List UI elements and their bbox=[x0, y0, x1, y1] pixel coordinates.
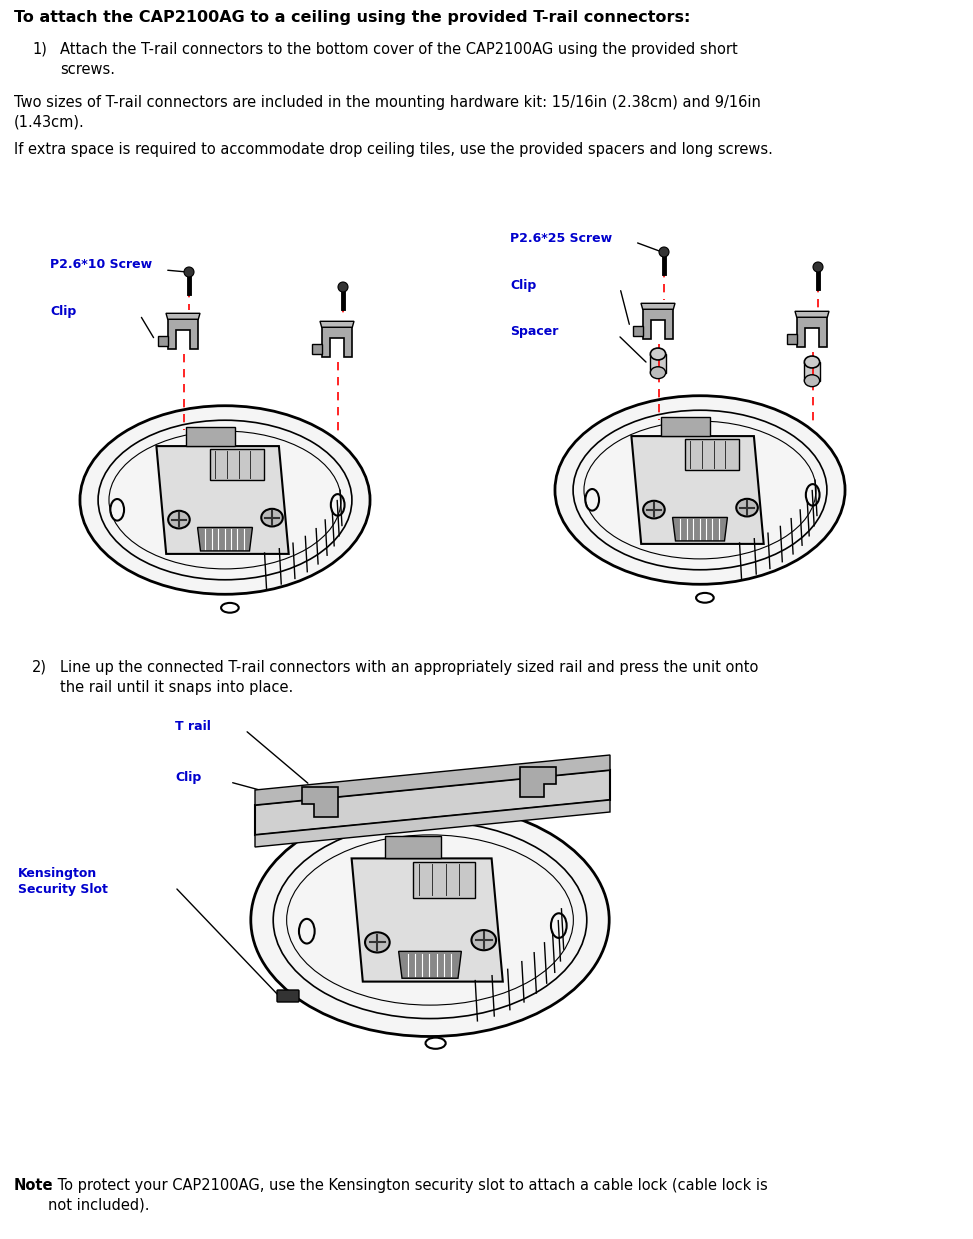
Text: Note: Note bbox=[14, 1178, 54, 1193]
Text: Spacer: Spacer bbox=[510, 326, 559, 338]
Polygon shape bbox=[805, 362, 819, 380]
Text: Attach the T-rail connectors to the bottom cover of the CAP2100AG using the prov: Attach the T-rail connectors to the bott… bbox=[60, 42, 738, 77]
Ellipse shape bbox=[650, 367, 666, 379]
Ellipse shape bbox=[555, 395, 845, 585]
Polygon shape bbox=[157, 446, 289, 554]
Text: 2): 2) bbox=[32, 660, 47, 675]
Polygon shape bbox=[320, 321, 354, 327]
Polygon shape bbox=[385, 836, 441, 859]
Polygon shape bbox=[520, 767, 556, 797]
Polygon shape bbox=[166, 313, 200, 320]
Ellipse shape bbox=[251, 804, 609, 1037]
Circle shape bbox=[338, 282, 348, 292]
Text: P2.6*25 Screw: P2.6*25 Screw bbox=[510, 232, 612, 244]
Polygon shape bbox=[255, 769, 610, 835]
Polygon shape bbox=[311, 344, 322, 353]
Polygon shape bbox=[650, 354, 666, 373]
Polygon shape bbox=[661, 416, 709, 436]
Ellipse shape bbox=[365, 932, 389, 953]
Text: Line up the connected T-rail connectors with an appropriately sized rail and pre: Line up the connected T-rail connectors … bbox=[60, 660, 758, 695]
Polygon shape bbox=[786, 335, 797, 343]
Text: Kensington
Security Slot: Kensington Security Slot bbox=[18, 867, 108, 897]
Text: Clip: Clip bbox=[175, 772, 201, 784]
Polygon shape bbox=[797, 317, 827, 347]
Polygon shape bbox=[685, 439, 739, 471]
Ellipse shape bbox=[262, 509, 283, 527]
Text: Two sizes of T-rail connectors are included in the mounting hardware kit: 15/16i: Two sizes of T-rail connectors are inclu… bbox=[14, 95, 761, 130]
Polygon shape bbox=[302, 787, 338, 817]
Text: To attach the CAP2100AG to a ceiling using the provided T-rail connectors:: To attach the CAP2100AG to a ceiling usi… bbox=[14, 10, 691, 25]
Polygon shape bbox=[632, 326, 643, 336]
Ellipse shape bbox=[805, 374, 819, 387]
Text: If extra space is required to accommodate drop ceiling tiles, use the provided s: If extra space is required to accommodat… bbox=[14, 142, 773, 157]
Polygon shape bbox=[795, 311, 829, 317]
Ellipse shape bbox=[737, 499, 758, 517]
Polygon shape bbox=[351, 859, 503, 981]
Polygon shape bbox=[167, 320, 198, 349]
Polygon shape bbox=[414, 862, 475, 897]
Polygon shape bbox=[641, 304, 675, 310]
Text: Clip: Clip bbox=[50, 306, 76, 318]
Circle shape bbox=[659, 247, 669, 256]
Circle shape bbox=[184, 266, 194, 278]
Polygon shape bbox=[399, 952, 461, 979]
Text: P2.6*10 Screw: P2.6*10 Screw bbox=[50, 259, 152, 271]
Text: Clip: Clip bbox=[510, 279, 536, 291]
FancyBboxPatch shape bbox=[277, 990, 299, 1002]
Text: T rail: T rail bbox=[175, 720, 211, 732]
Text: : To protect your CAP2100AG, use the Kensington security slot to attach a cable : : To protect your CAP2100AG, use the Ken… bbox=[48, 1178, 768, 1213]
Polygon shape bbox=[631, 436, 764, 544]
Polygon shape bbox=[158, 336, 167, 346]
Polygon shape bbox=[643, 310, 673, 339]
Polygon shape bbox=[322, 327, 352, 357]
Ellipse shape bbox=[168, 510, 190, 528]
Polygon shape bbox=[255, 800, 610, 847]
Polygon shape bbox=[255, 755, 610, 805]
Polygon shape bbox=[186, 426, 234, 446]
Polygon shape bbox=[198, 528, 252, 551]
Circle shape bbox=[813, 261, 823, 273]
Ellipse shape bbox=[650, 348, 666, 361]
Ellipse shape bbox=[472, 930, 496, 950]
Text: 1): 1) bbox=[32, 42, 47, 57]
Ellipse shape bbox=[80, 405, 370, 595]
Polygon shape bbox=[672, 518, 728, 541]
Polygon shape bbox=[210, 449, 265, 481]
Ellipse shape bbox=[805, 356, 819, 368]
Ellipse shape bbox=[643, 501, 665, 518]
